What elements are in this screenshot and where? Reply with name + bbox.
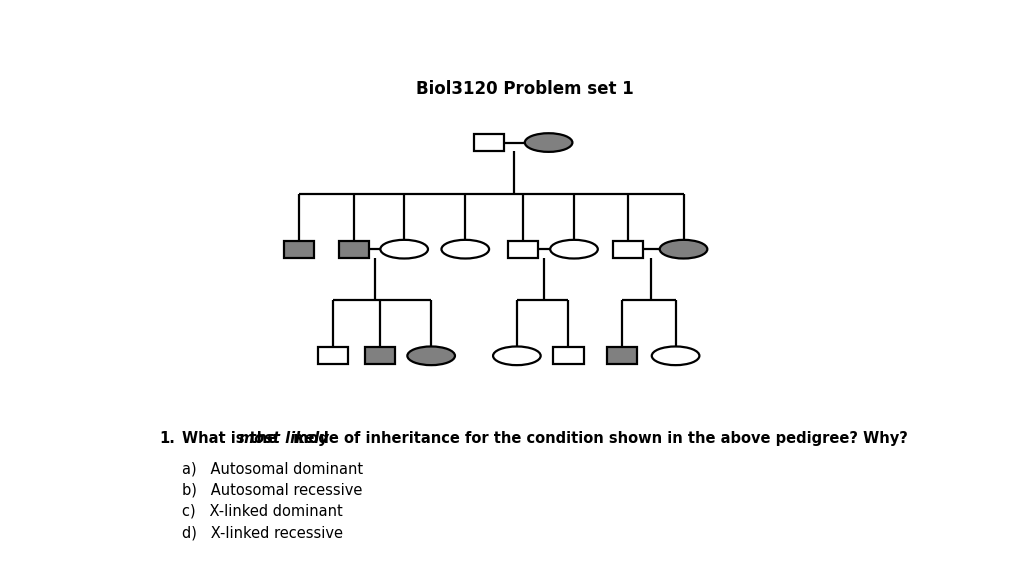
Bar [284,241,313,257]
Text: a)   Autosomal dominant: a) Autosomal dominant [182,461,364,476]
Bar [474,134,504,151]
Text: What is the: What is the [182,432,283,447]
Ellipse shape [494,346,541,365]
Bar [607,347,638,364]
Text: d)   X-linked recessive: d) X-linked recessive [182,525,343,540]
Bar [613,241,643,257]
Ellipse shape [441,240,489,258]
Ellipse shape [659,240,708,258]
Bar [317,347,348,364]
Text: b)   Autosomal recessive: b) Autosomal recessive [182,482,362,497]
Text: c)   X-linked dominant: c) X-linked dominant [182,504,343,519]
Ellipse shape [651,346,699,365]
Text: most likely: most likely [240,432,329,447]
Ellipse shape [380,240,428,258]
Bar [339,241,370,257]
Text: mode of inheritance for the condition shown in the above pedigree? Why?: mode of inheritance for the condition sh… [289,432,908,447]
Text: Biol3120 Problem set 1: Biol3120 Problem set 1 [416,80,634,98]
Bar [508,241,539,257]
Text: 1.: 1. [160,432,176,447]
Bar [366,347,395,364]
Ellipse shape [550,240,598,258]
Ellipse shape [408,346,455,365]
Bar [553,347,584,364]
Ellipse shape [525,133,572,152]
